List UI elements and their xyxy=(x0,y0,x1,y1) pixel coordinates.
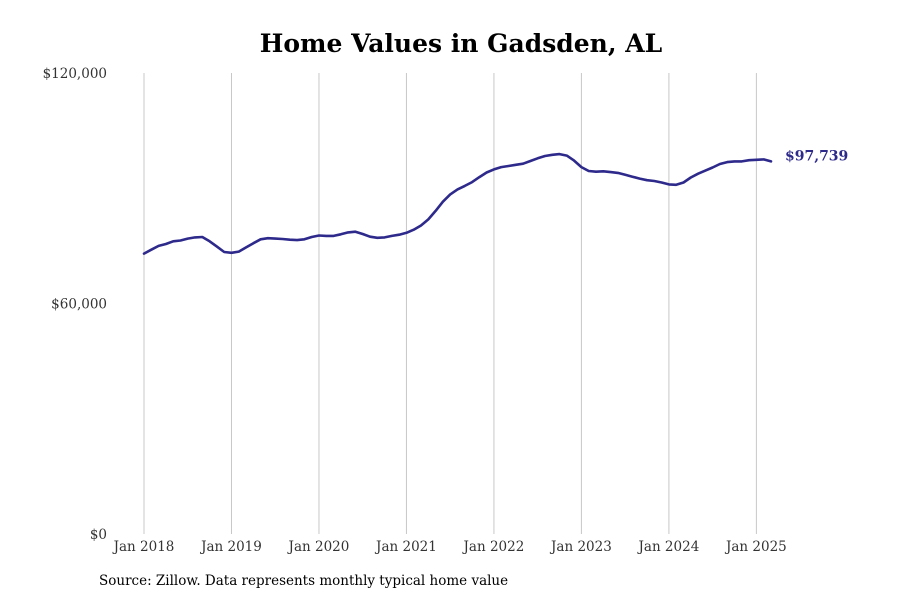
x-axis-ticks: Jan 2018 Jan 2019 Jan 2020 Jan 2021 Jan 2022… xyxy=(112,539,787,555)
x-tick-label: Jan 2021 xyxy=(374,539,437,555)
x-tick-label: Jan 2022 xyxy=(462,539,525,555)
x-tick-label: Jan 2023 xyxy=(549,539,612,555)
gridlines xyxy=(143,73,757,534)
chart-title: Home Values in Gadsden, AL xyxy=(260,29,663,58)
source-note: Source: Zillow. Data represents monthly … xyxy=(99,573,509,589)
x-tick-label: Jan 2018 xyxy=(112,539,175,555)
x-tick-label: Jan 2020 xyxy=(287,539,350,555)
x-tick-label: Jan 2024 xyxy=(636,539,699,555)
y-tick-label: $0 xyxy=(90,527,107,543)
y-tick-label: $120,000 xyxy=(43,66,107,82)
y-axis-ticks: $0 $60,000 $120,000 xyxy=(43,66,107,543)
y-tick-label: $60,000 xyxy=(51,297,107,313)
series-line xyxy=(142,152,773,255)
end-value-label: $97,739 xyxy=(785,148,848,164)
x-tick-label: Jan 2019 xyxy=(199,539,262,555)
x-tick-label: Jan 2025 xyxy=(724,539,787,555)
series-layer xyxy=(142,152,773,255)
